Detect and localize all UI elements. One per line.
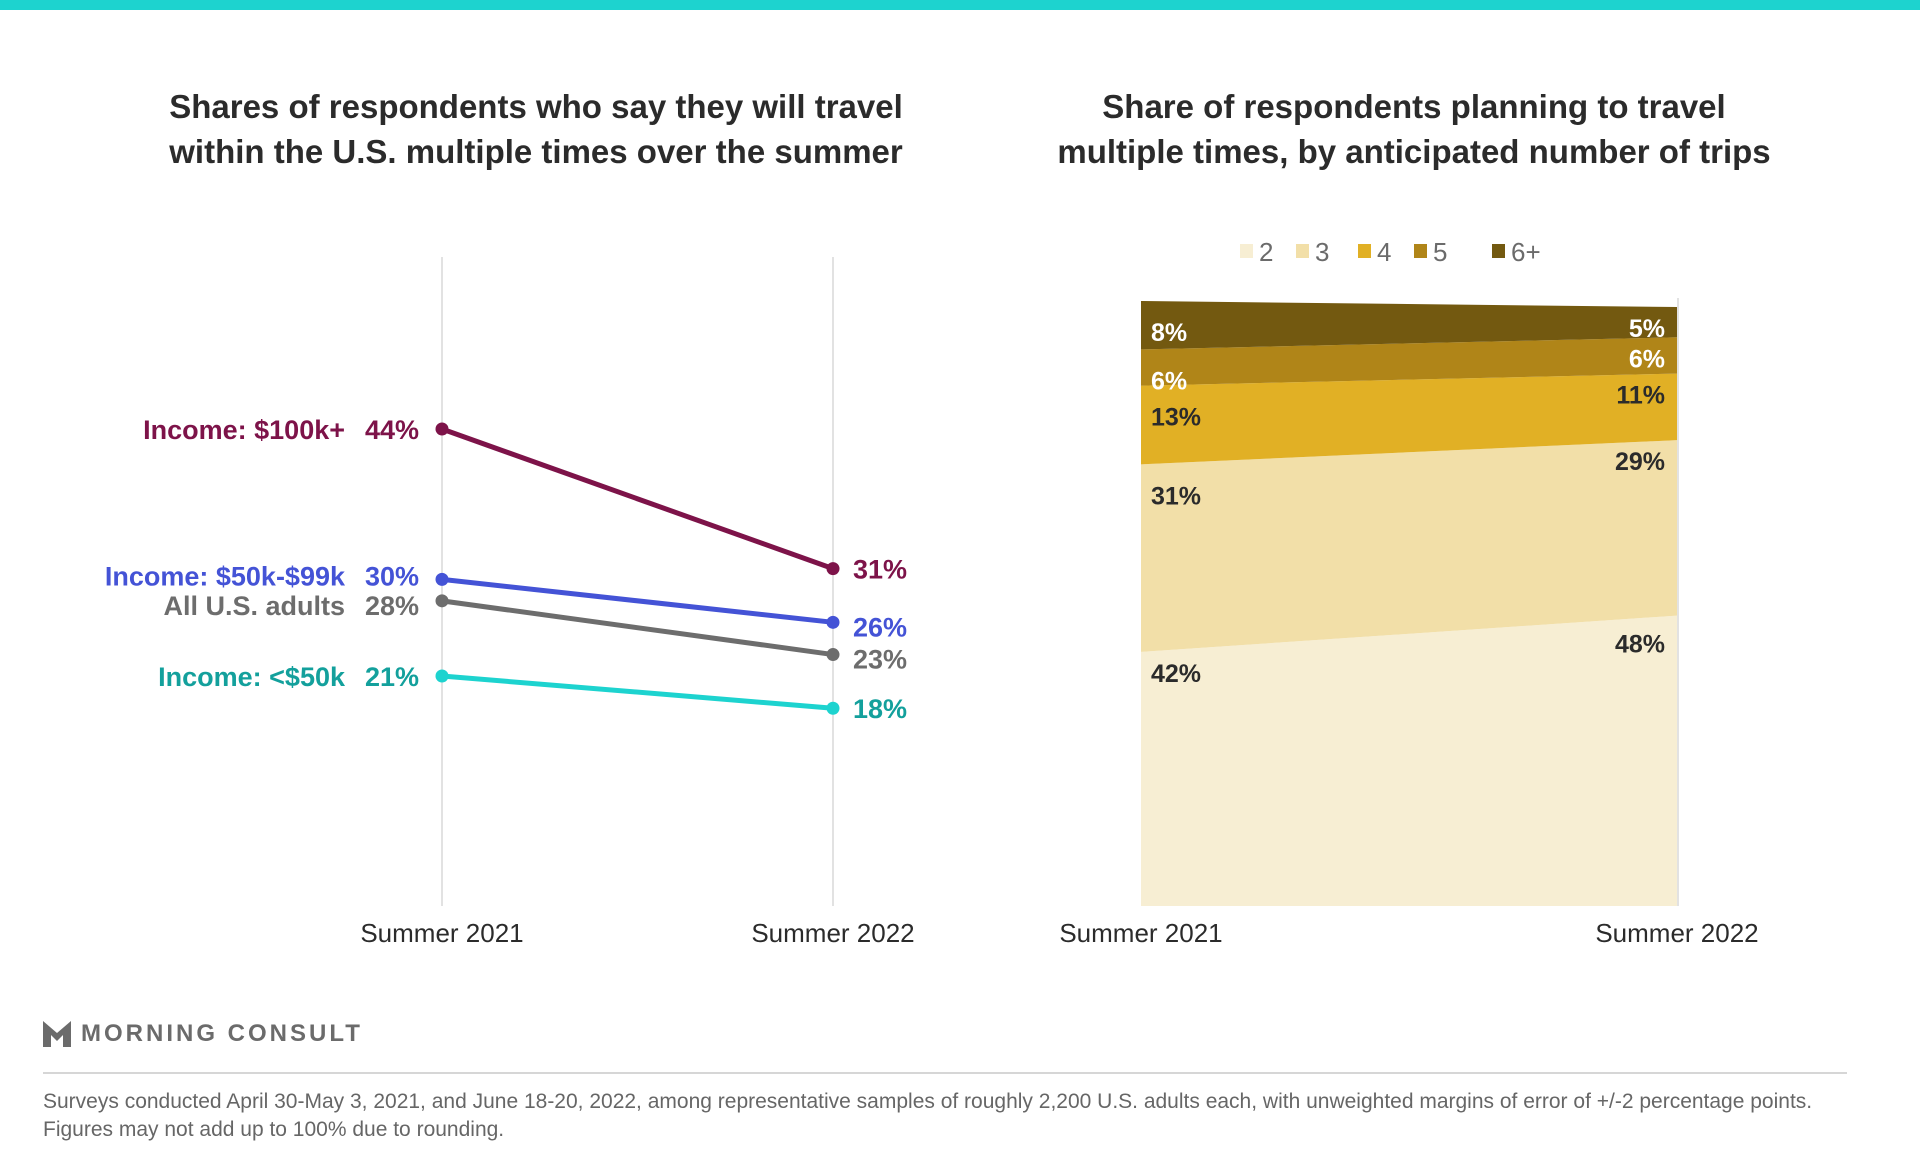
data-label: 11% — [1616, 382, 1665, 410]
x-tick-label: Summer 2021 — [360, 918, 523, 948]
data-label: 8% — [1151, 319, 1187, 347]
legend-swatch — [1358, 244, 1371, 258]
legend-swatch — [1296, 244, 1309, 258]
data-point — [826, 701, 840, 715]
morning-consult-logo: MORNING CONSULT — [43, 1020, 363, 1048]
divider — [43, 1072, 1847, 1074]
data-label: 29% — [1615, 448, 1665, 476]
right-chart-title: Share of respondents planning to travel m… — [1057, 88, 1771, 170]
data-label: 6% — [1629, 345, 1665, 373]
data-point — [826, 615, 840, 629]
logo-mark-icon — [43, 1021, 71, 1047]
data-label: 6% — [1151, 367, 1187, 395]
data-label: 21% — [365, 662, 419, 692]
legend-swatch — [1492, 244, 1505, 258]
area-band-2 — [1141, 615, 1677, 906]
area-band-6+ — [1141, 301, 1677, 350]
data-point — [435, 669, 449, 683]
data-label: 23% — [853, 645, 907, 675]
legend-label: 6+ — [1511, 237, 1541, 267]
footnote: Surveys conducted April 30-May 3, 2021, … — [43, 1090, 1813, 1141]
data-label: 42% — [1151, 660, 1201, 688]
legend-label: 4 — [1377, 237, 1391, 267]
series-name-label: All U.S. adults — [163, 591, 345, 621]
data-label: 5% — [1629, 315, 1665, 343]
series-line — [441, 426, 834, 571]
legend-label: 2 — [1259, 237, 1273, 267]
data-label: 30% — [365, 561, 419, 591]
series-name-label: Income: $100k+ — [143, 415, 345, 445]
series-line — [441, 673, 834, 711]
series-line — [441, 598, 834, 658]
data-point — [435, 572, 449, 586]
x-tick-label: Summer 2022 — [1595, 918, 1758, 948]
area-band-5 — [1141, 337, 1677, 386]
series-line — [441, 576, 834, 625]
data-point — [435, 594, 449, 608]
legend-swatch — [1240, 244, 1253, 258]
data-label: 28% — [365, 591, 419, 621]
data-label: 44% — [365, 415, 419, 445]
data-label: 26% — [853, 612, 907, 642]
series-name-label: Income: $50k-$99k — [105, 561, 346, 591]
legend-swatch — [1414, 244, 1427, 258]
legend-label: 3 — [1315, 237, 1329, 267]
data-point — [435, 422, 449, 436]
data-point — [826, 648, 840, 662]
data-point — [826, 562, 840, 576]
x-tick-label: Summer 2022 — [751, 918, 914, 948]
data-label: 31% — [853, 555, 907, 585]
area-band-4 — [1141, 373, 1677, 465]
data-label: 31% — [1151, 482, 1201, 510]
data-label: 13% — [1151, 404, 1201, 432]
accent-bar — [0, 0, 1920, 10]
x-tick-label: Summer 2021 — [1059, 918, 1222, 948]
area-band-3 — [1141, 440, 1677, 652]
data-label: 18% — [853, 694, 907, 724]
legend-label: 5 — [1433, 237, 1447, 267]
logo-text: MORNING CONSULT — [81, 1020, 363, 1047]
left-chart-title: Shares of respondents who say they will … — [169, 88, 903, 170]
data-label: 48% — [1615, 631, 1665, 659]
series-name-label: Income: <$50k — [158, 662, 346, 692]
